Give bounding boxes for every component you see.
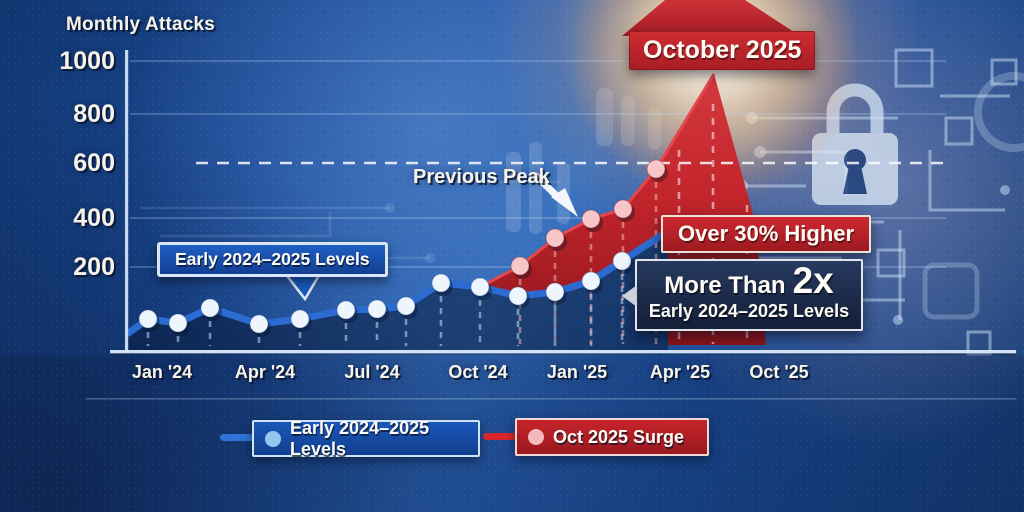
y-axis-tick-600: 600 bbox=[73, 149, 115, 177]
x-axis-tick-jan25: Jan '25 bbox=[546, 362, 608, 382]
legend-red-label: Oct 2025 Surge bbox=[553, 426, 685, 447]
y-axis-tick-800: 800 bbox=[73, 100, 115, 128]
more-than-2x-badge: More Than 2x Early 2024–2025 Levels bbox=[622, 259, 863, 331]
chart-title: Monthly Attacks bbox=[66, 14, 216, 35]
x-axis-tick-oct24: Oct '24 bbox=[448, 362, 508, 382]
previous-peak-arrow-icon bbox=[532, 172, 578, 217]
blue-series-line bbox=[124, 228, 670, 337]
x-axis-tick-apr24: Apr '24 bbox=[234, 362, 296, 382]
x-axis-tick-apr25: Apr '25 bbox=[649, 362, 711, 382]
x-axis-tick-jul24: Jul '24 bbox=[344, 362, 400, 382]
legend-red-dot-icon bbox=[528, 429, 544, 445]
divider-line bbox=[86, 398, 1016, 400]
x-axis-shadow bbox=[110, 353, 1016, 356]
legend-entry-early-levels: Early 2024–2025 Levels bbox=[252, 417, 480, 459]
peak-arrowhead bbox=[622, 0, 800, 36]
x-axis-tick-oct25: Oct '25 bbox=[749, 362, 809, 382]
legend-red-line-sample bbox=[483, 433, 529, 440]
early-levels-callout: Early 2024–2025 Levels bbox=[157, 242, 388, 277]
y-axis-line bbox=[125, 50, 129, 352]
y-axis-tick-200: 200 bbox=[73, 253, 115, 281]
y-axis-tick-400: 400 bbox=[73, 204, 115, 232]
over-30-higher-badge: Over 30% Higher bbox=[661, 215, 872, 253]
x-axis-tick-jan24: Jan '24 bbox=[131, 362, 193, 382]
legend-blue-label: Early 2024–2025 Levels bbox=[290, 417, 430, 459]
more-than-line: More Than 2x bbox=[664, 260, 834, 301]
y-axis-tick-1000: 1000 bbox=[59, 47, 115, 75]
legend-blue-line-sample bbox=[220, 434, 266, 441]
previous-peak-label: Previous Peak bbox=[413, 166, 550, 188]
x-axis-line bbox=[110, 350, 1016, 354]
data-points bbox=[138, 159, 668, 337]
more-than-subline: Early 2024–2025 Levels bbox=[648, 301, 850, 321]
october-2025-badge: October 2025 bbox=[629, 31, 816, 70]
blue-series-area bbox=[127, 231, 668, 350]
legend-blue-dot-icon bbox=[265, 430, 281, 447]
more-than-prefix: More Than bbox=[664, 272, 786, 299]
more-than-multiplier: 2x bbox=[792, 260, 834, 301]
legend-entry-oct-surge: Oct 2025 Surge bbox=[515, 418, 709, 456]
